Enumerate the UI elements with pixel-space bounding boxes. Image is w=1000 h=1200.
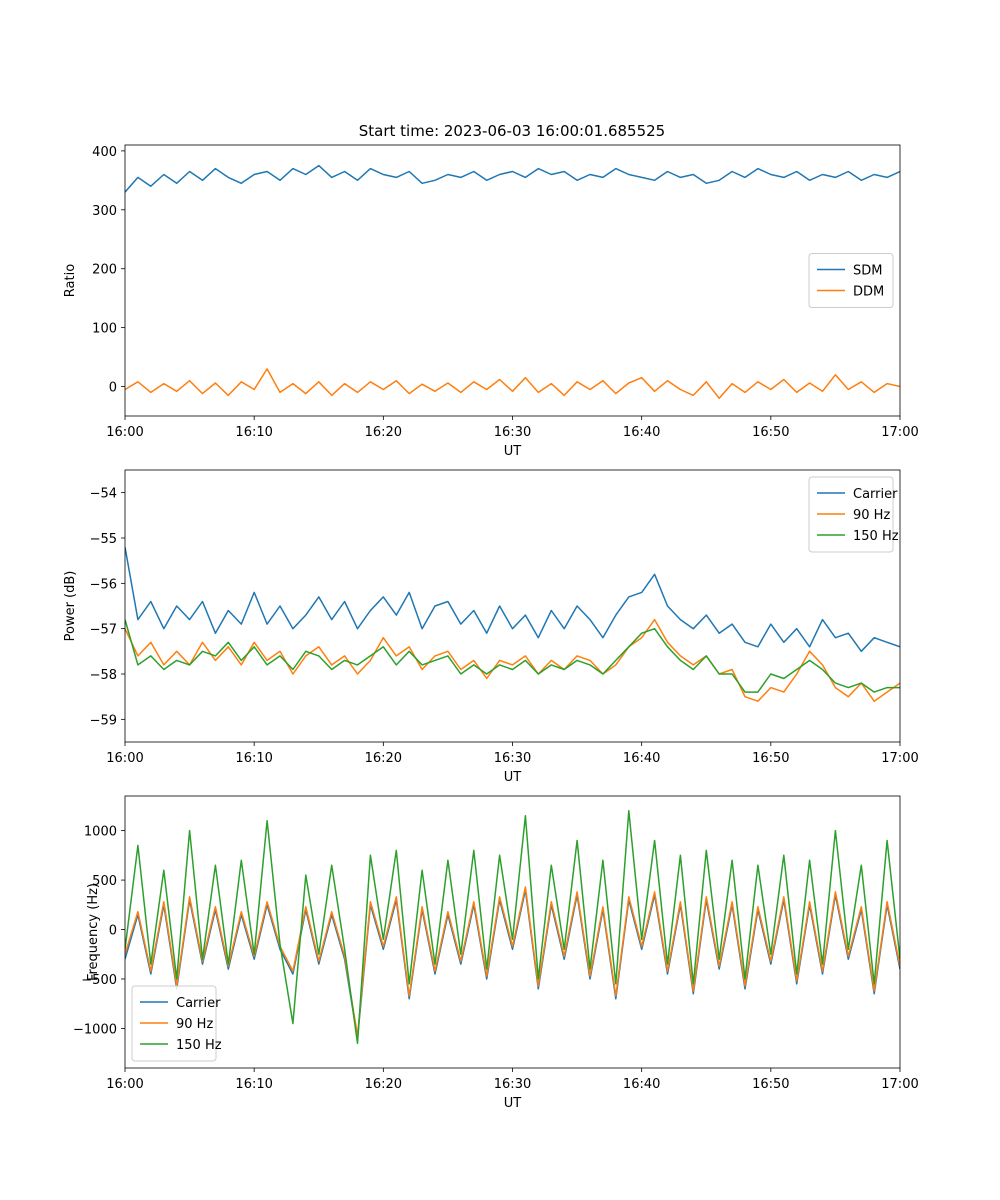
x-axis-label: UT [504,444,522,459]
x-tick-label: 16:40 [623,425,660,440]
x-tick-label: 16:00 [106,1077,143,1092]
series-line-1 [125,889,900,1040]
x-tick-label: 16:30 [494,425,531,440]
series-line-2 [125,368,900,400]
x-tick-label: 17:00 [881,751,918,766]
legend: SDM DDM [808,253,894,308]
y-axis-label: Frequency (Hz) [86,883,101,981]
legend-label: 90 Hz [176,1017,213,1032]
x-tick-label: 16:10 [235,425,272,440]
y-tick-label: −1000 [73,1022,117,1037]
series-line-2 [125,886,900,1037]
x-tick-label: 16:40 [623,1077,660,1092]
legend-label: Carrier [176,996,221,1011]
x-tick-label: 16:00 [106,425,143,440]
x-tick-label: 17:00 [881,425,918,440]
x-tick-label: 16:50 [752,1077,789,1092]
y-tick-label: −58 [90,668,117,683]
x-tick-label: 17:00 [881,1077,918,1092]
legend-box [131,985,217,1062]
series-line-3 [125,619,900,693]
legend-box [808,476,894,553]
legend-label: 90 Hz [853,508,890,523]
x-tick-label: 16:50 [752,751,789,766]
x-tick-label: 16:20 [365,1077,402,1092]
y-tick-label: −57 [90,623,117,638]
series-line-2 [125,618,900,702]
x-tick-label: 16:20 [365,751,402,766]
y-tick-label: 300 [92,204,117,219]
x-tick-label: 16:10 [235,751,272,766]
x-tick-label: 16:20 [365,425,402,440]
x-tick-label: 16:50 [752,425,789,440]
x-tick-label: 16:00 [106,751,143,766]
subplot-3: 16:00 16:10 16:20 16:30 16:40 16:50 17:00 1000 5… [73,795,919,1111]
x-tick-label: 16:30 [494,751,531,766]
y-tick-label: 0 [109,381,117,396]
legend-label: DDM [853,285,884,300]
y-axis-label: Ratio [63,264,78,297]
y-tick-label: −55 [90,532,117,547]
y-tick-label: −59 [90,713,117,728]
x-axis-label: UT [504,1096,522,1111]
y-tick-label: 100 [92,322,117,337]
y-axis-label: Power (dB) [63,571,78,642]
legend-label: Carrier [853,487,898,502]
legend-label: SDM [853,264,882,279]
legend: Carrier 90 Hz 150 Hz [808,476,899,553]
legend: Carrier 90 Hz 150 Hz [131,985,222,1062]
subplot-panels: 16:00 16:10 16:20 16:30 16:40 16:50 17:00 400 30… [63,144,919,1111]
subplot-2: 16:00 16:10 16:20 16:30 16:40 16:50 17:00 −54 −5… [63,469,919,785]
x-axis-label: UT [504,770,522,785]
series-line-1 [125,546,900,653]
y-tick-label: 0 [109,924,117,939]
legend-label: 150 Hz [176,1038,222,1053]
y-tick-label: 1000 [84,825,117,840]
series-line-1 [125,164,900,193]
series-line-3 [125,810,900,1045]
y-tick-label: 500 [92,874,117,889]
figure-title: Start time: 2023-06-03 16:00:01.685525 [359,122,665,140]
y-tick-label: −500 [81,973,117,988]
subplot-1: 16:00 16:10 16:20 16:30 16:40 16:50 17:00 400 30… [63,144,919,459]
y-tick-label: 200 [92,263,117,278]
y-tick-label: −54 [90,487,117,502]
legend-box [808,253,894,308]
x-tick-label: 16:40 [623,751,660,766]
y-tick-label: −56 [90,577,117,592]
x-tick-label: 16:30 [494,1077,531,1092]
x-tick-label: 16:10 [235,1077,272,1092]
legend-label: 150 Hz [853,529,899,544]
y-tick-label: 400 [92,145,117,160]
